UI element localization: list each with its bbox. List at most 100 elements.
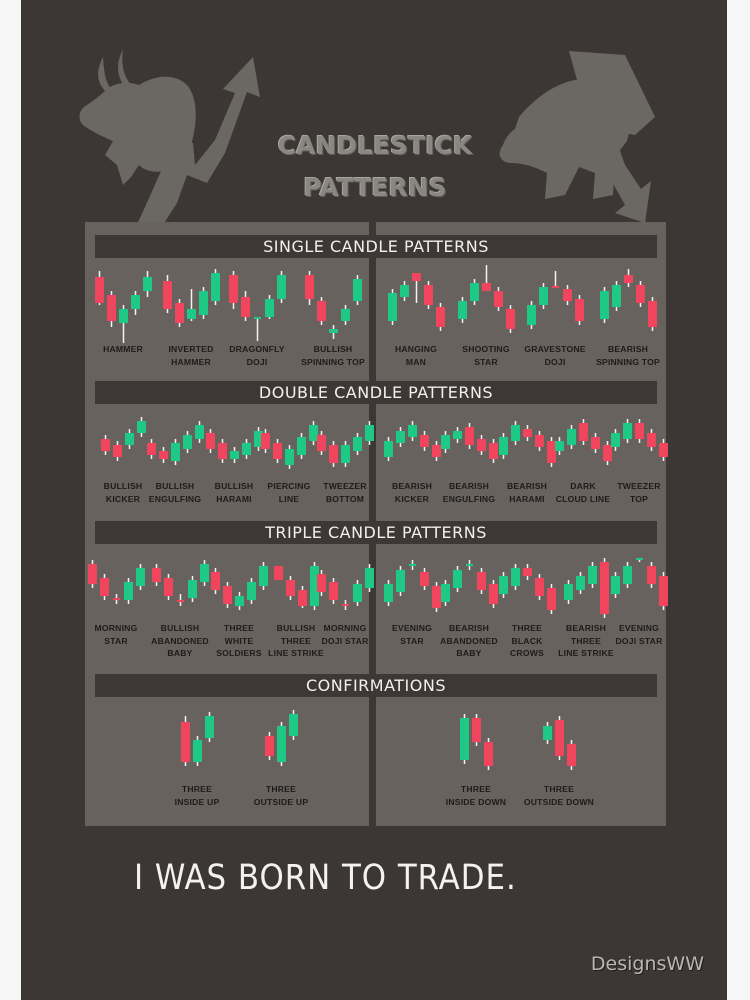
pattern-label: BEARISH ABANDONED BABY [440,623,498,658]
pattern-label: INVERTED HAMMER [168,344,214,367]
candlestick-chart-icon [440,423,498,463]
pattern-dragonfly-doji: DRAGONFLY DOJI [226,265,288,367]
pattern-label: BEARISH THREE LINE STRIKE [558,623,614,658]
pattern-tweezer-top: TWEEZER TOP [608,415,670,504]
candlestick-chart-icon [162,269,220,327]
pattern-bullish-three-line-strike: BULLISH THREE LINE STRIKE [265,558,327,658]
candlestick-chart-icon [383,421,441,461]
pattern-morning-doji-star: MORNING DOJI STAR [314,558,376,646]
pattern-label: THREE OUTSIDE DOWN [523,784,595,807]
pattern-label: BEARISH KICKER [391,481,433,504]
pattern-label: BULLISH THREE LINE STRIKE [268,623,324,658]
pattern-three-inside-up: THREE INSIDE UP [166,710,228,807]
pattern-bullish-engulfing: BULLISH ENGULFING [144,415,206,504]
pattern-bullish-spinning-top: BULLISH SPINNING TOP [301,265,365,367]
pattern-bearish-abandoned-baby: BEARISH ABANDONED BABY [438,558,500,658]
pattern-label: TWEEZER TOP [617,481,661,504]
pattern-label: BULLISH ABANDONED BABY [151,623,209,658]
candlestick-chart-icon [100,417,146,461]
candlestick-chart-icon [316,564,374,610]
pattern-label: THREE INSIDE DOWN [445,784,507,807]
candlestick-chart-icon [87,560,145,604]
candlestick-chart-icon [151,560,209,606]
pattern-label: PIERCING LINE [267,481,311,504]
designer-credit: DesignsWW [590,953,704,975]
bear-with-down-arrow-icon [499,51,655,223]
pattern-bearish-spinning-top: BEARISH SPINNING TOP [596,265,660,367]
pattern-label: THREE BLACK CROWS [510,623,544,658]
pattern-evening-star: EVENING STAR [381,558,443,646]
pattern-bearish-three-line-strike: BEARISH THREE LINE STRIKE [555,558,617,658]
section-band-double: DOUBLE CANDLE PATTERNS [95,381,657,404]
pattern-label: BULLISH KICKER [103,481,143,504]
pattern-hanging-man: HANGING MAN [385,265,447,367]
pattern-label: HAMMER [103,344,143,354]
candlestick-chart-icon [498,421,556,467]
pattern-label: MORNING DOJI STAR [321,623,369,646]
pattern-three-outside-down: THREE OUTSIDE DOWN [524,710,594,807]
pattern-label: BEARISH ENGULFING [442,481,496,504]
candlestick-chart-icon [383,560,441,612]
candlestick-chart-icon [526,271,584,329]
candlestick-chart-icon [459,714,493,770]
pattern-tweezer-bottom: TWEEZER BOTTOM [314,415,376,504]
candlestick-chart-icon [387,273,445,331]
pattern-bullish-kicker: BULLISH KICKER [92,415,154,504]
pattern-three-black-crows: THREE BLACK CROWS [496,558,558,658]
pattern-label: BULLISH ENGULFING [148,481,202,504]
pattern-label: GRAVESTONE DOJI [524,344,586,367]
pattern-label: DRAGONFLY DOJI [229,344,285,367]
candlestick-chart-icon [599,269,657,331]
pattern-label: THREE OUTSIDE UP [253,784,309,807]
candlestick-chart-icon [205,427,263,463]
candlestick-chart-icon [228,271,286,341]
pattern-dark-cloud-line: DARK CLOUD LINE [552,415,614,504]
slogan: I WAS BORN TO TRADE. [134,858,517,898]
pattern-three-white-soldiers: THREE WHITE SOLDIERS [208,558,270,658]
pattern-label: BEARISH HARAMI [506,481,548,504]
candlestick-chart-icon [146,421,204,465]
pattern-label: SHOOTING STAR [462,344,510,367]
candlestick-chart-icon [440,560,498,608]
pattern-label: MORNING STAR [94,623,138,646]
candlestick-chart-icon [264,710,298,766]
candlestick-chart-icon [498,564,556,614]
candlestick-chart-icon [94,271,152,343]
candlestick-chart-icon [304,271,362,339]
pattern-evening-doji-star: EVENING DOJI STAR [608,558,670,646]
pattern-label: DARK CLOUD LINE [555,481,611,504]
pattern-bearish-harami: BEARISH HARAMI [496,415,558,504]
pattern-label: THREE INSIDE UP [174,784,220,807]
poster-title-line-1: CANDLESTICK [277,131,473,160]
candlestick-chart-icon [316,421,374,467]
candlestick-chart-icon [610,558,668,610]
pattern-label: BULLISH SPINNING TOP [301,344,365,367]
pattern-three-outside-up: THREE OUTSIDE UP [250,710,312,807]
pattern-three-inside-down: THREE INSIDE DOWN [445,710,507,807]
pattern-hammer: HAMMER [92,265,154,354]
pattern-label: BEARISH SPINNING TOP [596,344,660,367]
candlestick-chart-icon [554,419,612,465]
candlestick-chart-icon [563,558,609,618]
pattern-label: TWEEZER BOTTOM [323,481,367,504]
pattern-bearish-engulfing: BEARISH ENGULFING [438,415,500,504]
bull-with-up-arrow-icon [79,49,260,225]
section-band-single: SINGLE CANDLE PATTERNS [95,235,657,258]
pattern-piercing-line: PIERCING LINE [258,415,320,504]
pattern-inverted-hammer: INVERTED HAMMER [160,265,222,367]
pattern-label: BULLISH HARAMI [214,481,254,504]
pattern-label: HANGING MAN [395,344,437,367]
candlestick-chart-icon [260,421,318,469]
pattern-bearish-kicker: BEARISH KICKER [381,415,443,504]
section-band-triple: TRIPLE CANDLE PATTERNS [95,521,657,544]
candlestick-chart-icon [210,562,268,610]
section-band-confirmations: CONFIRMATIONS [95,674,657,697]
candlestick-chart-icon [542,716,576,770]
pattern-gravestone-doji: GRAVESTONE DOJI [524,265,586,367]
pattern-shooting-star: SHOOTING STAR [455,265,517,367]
pattern-label: EVENING DOJI STAR [615,623,663,646]
pattern-bullish-abandoned-baby: BULLISH ABANDONED BABY [149,558,211,658]
candlestick-chart-icon [180,712,214,766]
candlestick-chart-icon [457,265,515,333]
candlestick-chart-icon [273,562,319,610]
